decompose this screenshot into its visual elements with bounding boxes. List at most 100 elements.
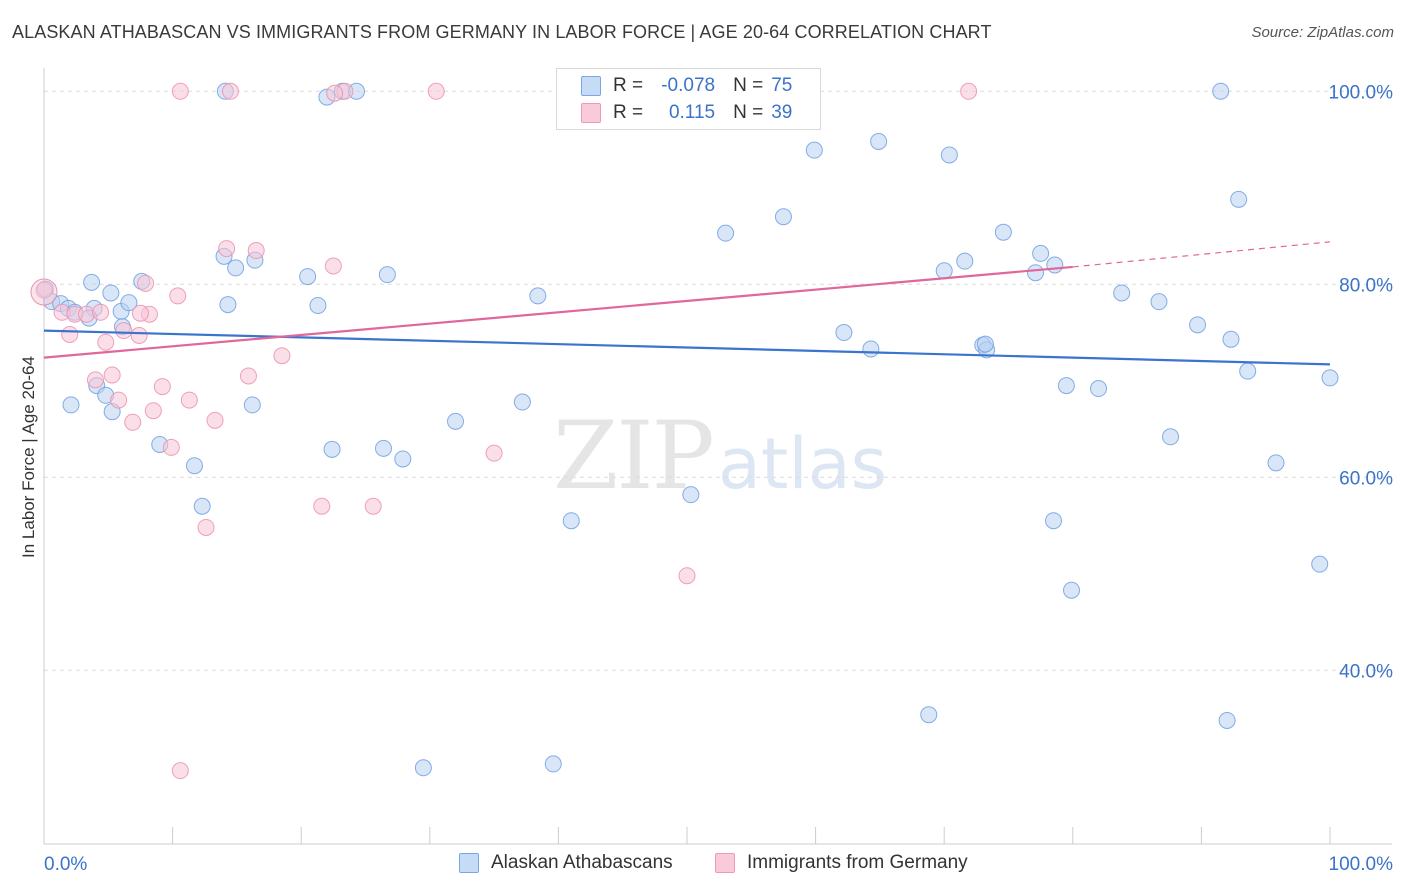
- point-athabascan: [193, 497, 211, 515]
- stats-n-value: 75: [771, 75, 793, 96]
- axes: [43, 68, 1392, 845]
- point-germany: [364, 497, 382, 515]
- legend-label-athabascan: Alaskan Athabascans: [491, 852, 673, 873]
- stats-r-label: R =: [613, 75, 644, 96]
- point-germany: [960, 82, 978, 100]
- point-germany: [180, 391, 198, 409]
- point-athabascan: [1222, 330, 1240, 348]
- point-germany: [169, 287, 187, 305]
- point-athabascan: [120, 294, 138, 312]
- stats-n-value: 39: [771, 102, 793, 123]
- point-germany: [115, 322, 133, 340]
- point-athabascan: [1218, 711, 1236, 729]
- stats-swatch-germany: [581, 103, 601, 123]
- point-athabascan: [774, 208, 792, 226]
- point-athabascan: [309, 297, 327, 315]
- point-athabascan: [976, 335, 994, 353]
- trend-lines: [43, 241, 1331, 366]
- point-germany: [86, 371, 104, 389]
- legend-swatch-athabascan: [459, 853, 479, 873]
- point-athabascan: [1311, 555, 1329, 573]
- point-athabascan: [1230, 190, 1248, 208]
- point-athabascan: [956, 252, 974, 270]
- point-athabascan: [1046, 256, 1064, 274]
- stats-r-value: 0.115: [663, 102, 716, 123]
- data-points: [30, 82, 1339, 780]
- point-germany: [131, 304, 149, 322]
- point-athabascan: [870, 132, 888, 150]
- point-athabascan: [394, 450, 412, 468]
- point-athabascan: [1090, 380, 1108, 398]
- point-athabascan: [447, 412, 465, 430]
- point-athabascan: [529, 287, 547, 305]
- point-germany: [130, 326, 148, 344]
- y-tick-label: 40.0%: [1339, 661, 1393, 682]
- point-germany: [35, 281, 53, 299]
- point-germany: [124, 413, 142, 431]
- point-germany: [218, 240, 236, 258]
- point-athabascan: [1150, 293, 1168, 311]
- point-athabascan: [940, 146, 958, 164]
- trend-line-germany: [43, 265, 1073, 359]
- point-germany: [239, 367, 257, 385]
- point-germany: [171, 82, 189, 100]
- point-athabascan: [299, 268, 317, 286]
- source-credit: Source: ZipAtlas.com: [1251, 24, 1394, 41]
- stats-swatch-athabascan: [581, 76, 601, 96]
- correlation-stats-box: R = -0.078 N = 75 R = 0.115 N = 39: [556, 68, 821, 130]
- point-athabascan: [83, 273, 101, 291]
- point-athabascan: [1162, 428, 1180, 446]
- point-athabascan: [414, 759, 432, 777]
- point-athabascan: [1113, 284, 1131, 302]
- x-tick-label: 0.0%: [44, 854, 87, 875]
- point-germany: [92, 303, 110, 321]
- point-germany: [77, 305, 95, 323]
- point-athabascan: [994, 223, 1012, 241]
- legend-item-athabascan: Alaskan Athabascans: [459, 852, 673, 874]
- point-germany-cluster: [30, 278, 58, 306]
- trend-line-germany-extension: [1072, 241, 1331, 268]
- y-tick-label: 60.0%: [1339, 468, 1393, 489]
- chart-title: ALASKAN ATHABASCAN VS IMMIGRANTS FROM GE…: [12, 22, 992, 42]
- point-athabascan: [62, 396, 80, 414]
- point-athabascan: [1045, 512, 1063, 530]
- x-tick-label: 100.0%: [1329, 854, 1394, 875]
- point-germany: [206, 411, 224, 429]
- point-germany: [162, 438, 180, 456]
- stats-r-value: -0.078: [661, 75, 716, 96]
- point-germany: [97, 333, 115, 351]
- point-athabascan: [1027, 264, 1045, 282]
- point-athabascan: [1057, 377, 1075, 395]
- point-athabascan: [835, 324, 853, 342]
- point-germany: [326, 84, 344, 102]
- point-athabascan: [1189, 316, 1207, 334]
- point-athabascan: [805, 141, 823, 159]
- point-athabascan: [862, 340, 880, 358]
- point-germany: [153, 378, 171, 396]
- point-athabascan: [1267, 454, 1285, 472]
- point-germany: [273, 347, 291, 365]
- point-germany: [103, 366, 121, 384]
- point-germany: [678, 567, 696, 585]
- point-germany: [137, 274, 155, 292]
- point-germany: [247, 242, 265, 260]
- point-athabascan: [378, 266, 396, 284]
- watermark-atlas: atlas: [718, 423, 888, 505]
- point-germany: [144, 402, 162, 420]
- point-germany: [485, 444, 503, 462]
- point-athabascan: [1032, 244, 1050, 262]
- point-athabascan: [1321, 369, 1339, 387]
- point-athabascan: [102, 284, 120, 302]
- point-germany: [197, 518, 215, 536]
- stats-n-label: N =: [733, 75, 764, 96]
- point-athabascan: [682, 486, 700, 504]
- point-germany: [221, 82, 239, 100]
- stats-r-label: R =: [613, 102, 644, 123]
- stats-n-label: N =: [733, 102, 764, 123]
- point-germany: [171, 762, 189, 780]
- point-athabascan: [562, 512, 580, 530]
- point-germany: [61, 325, 79, 343]
- point-athabascan: [544, 755, 562, 773]
- point-athabascan: [243, 396, 261, 414]
